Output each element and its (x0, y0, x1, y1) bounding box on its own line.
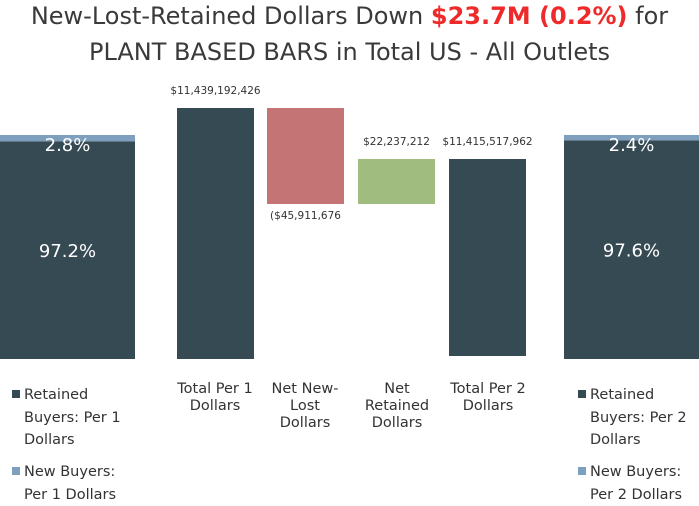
waterfall-data-label-1: $11,439,192,426 (170, 85, 260, 97)
legend-label: New Buyers: Per 2 Dollars (590, 464, 683, 503)
waterfall-category-label-1: Total Per 1 Dollars (177, 381, 253, 414)
title-highlight-value: $23.7M (0.2%) (430, 2, 628, 30)
waterfall-bar-1 (177, 108, 254, 359)
waterfall-bar-4 (449, 159, 526, 356)
legend-label: Retained Buyers: Per 1 Dollars (24, 387, 121, 448)
waterfall-bar-2 (267, 108, 344, 204)
title-suffix: for (627, 2, 669, 30)
legend-label: Retained Buyers: Per 2 Dollars (590, 387, 687, 448)
stack-label-retained-1: 97.2% (39, 241, 96, 262)
legend-label: New Buyers: Per 1 Dollars (24, 464, 117, 503)
legend-swatch (12, 467, 20, 475)
stack-bar-new-2 (564, 135, 699, 141)
waterfall-category-label-3: Net Retained Dollars (364, 381, 430, 431)
waterfall-category-label-2: Net New- Lost Dollars (271, 381, 339, 431)
legend-swatch (578, 390, 586, 398)
stack-label-retained-2: 97.6% (603, 241, 660, 262)
legend-swatch (12, 390, 20, 398)
chart-title-line-2: PLANT BASED BARS in Total US - All Outle… (88, 38, 610, 66)
title-prefix: New-Lost-Retained Dollars Down (30, 2, 431, 30)
stack-label-new-1: 2.8% (45, 135, 91, 156)
stack-bar-retained-2 (564, 140, 699, 359)
stack-bar-retained-1 (0, 141, 135, 359)
waterfall-data-label-3: $22,237,212 (363, 136, 430, 148)
waterfall-category-label-4: Total Per 2 Dollars (450, 381, 526, 414)
chart-title-line-1: New-Lost-Retained Dollars Down $23.7M (0… (0, 2, 699, 30)
stack-label-new-2: 2.4% (609, 135, 655, 156)
waterfall-data-label-2: ($45,911,676 (270, 210, 341, 222)
waterfall-data-label-4: $11,415,517,962 (442, 136, 532, 148)
waterfall-bar-3 (358, 159, 435, 204)
stack-bar-new-1 (0, 135, 135, 142)
legend-swatch (578, 467, 586, 475)
